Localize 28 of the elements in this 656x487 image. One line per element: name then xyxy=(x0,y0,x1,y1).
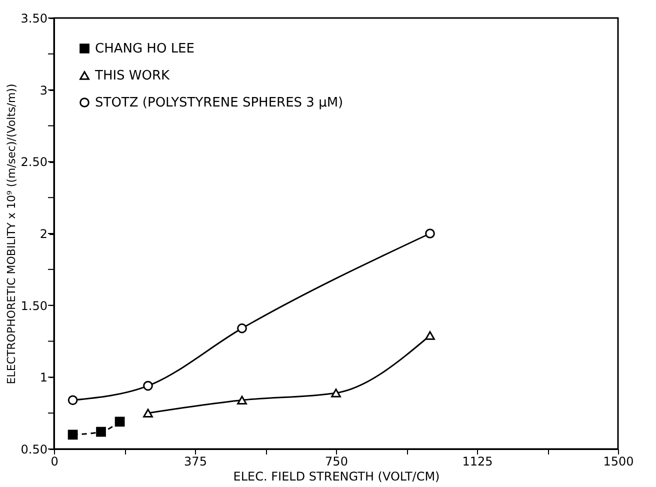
y-tick-label: 1.50 xyxy=(20,298,48,313)
legend-label: STOTZ (POLYSTYRENE SPHERES 3 μM) xyxy=(95,96,344,110)
point xyxy=(68,395,78,406)
y-tick-label: 2 xyxy=(40,227,48,241)
y-tick-label: 3.50 xyxy=(20,12,48,26)
x-tick-label: 375 xyxy=(184,454,207,468)
x-axis-title: ELEC. FIELD STRENGTH (VOLT/CM) xyxy=(233,470,440,484)
y-tick-label: 0.50 xyxy=(20,442,48,456)
y-tick-label: 3 xyxy=(40,83,48,98)
y-tick-label: 2.50 xyxy=(20,155,48,170)
legend-label: CHANG HO LEE xyxy=(95,42,194,56)
y-axis-title: ELECTROPHORETIC MOBILITY x 10⁹ ((m/sec)/(Volts/m)) xyxy=(4,84,18,384)
x-tick-label: 750 xyxy=(325,454,348,468)
point xyxy=(425,228,435,238)
point xyxy=(96,426,106,437)
point xyxy=(68,430,78,440)
point xyxy=(331,388,341,398)
point xyxy=(237,323,247,334)
legend-label: THIS WORK xyxy=(94,68,170,84)
point xyxy=(425,331,435,340)
point xyxy=(143,408,153,418)
x-tick-label: 0 xyxy=(50,454,58,468)
point xyxy=(143,380,153,391)
point xyxy=(114,416,125,427)
point xyxy=(237,396,247,405)
x-tick-label: 1500 xyxy=(603,454,634,468)
y-tick-label: 1 xyxy=(40,370,48,385)
x-tick-label: 1125 xyxy=(462,454,493,468)
